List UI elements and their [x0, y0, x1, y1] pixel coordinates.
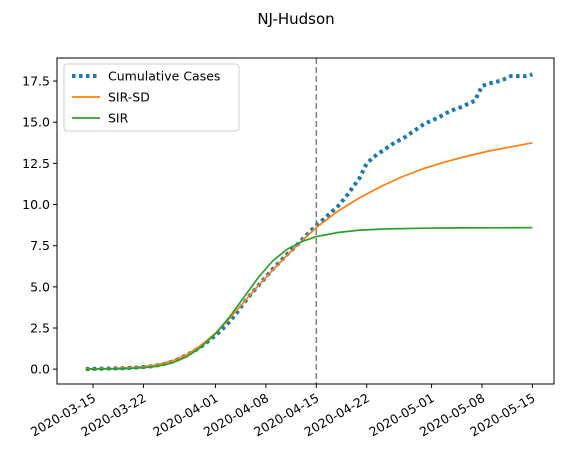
legend-label: Cumulative Cases [108, 69, 220, 84]
y-tick-label: 7.5 [30, 238, 50, 253]
y-tick-label: 17.5 [22, 74, 50, 89]
legend-label: SIR [108, 111, 129, 126]
legend-label: SIR-SD [108, 90, 150, 105]
legend-box [63, 63, 240, 132]
series-line-sir [85, 226, 533, 371]
y-tick-label: 12.5 [22, 156, 50, 171]
y-tick-label: 15.0 [22, 115, 50, 130]
plot-frame [56, 57, 555, 385]
y-tick-label: 10.0 [22, 197, 50, 212]
legend: Cumulative Cases SIR-SD SIR [63, 63, 240, 132]
y-tick-label: 5.0 [30, 279, 50, 294]
y-tick-label: 2.5 [30, 321, 50, 336]
y-tick-label: 0.0 [30, 362, 50, 377]
y-axis: 0.0 2.5 5.0 7.5 10.0 12.5 15.0 17.5 [22, 74, 57, 377]
series-layer [85, 72, 533, 371]
series-line-sir-sd [85, 141, 533, 370]
chart-title: NJ-Hudson [257, 10, 334, 28]
